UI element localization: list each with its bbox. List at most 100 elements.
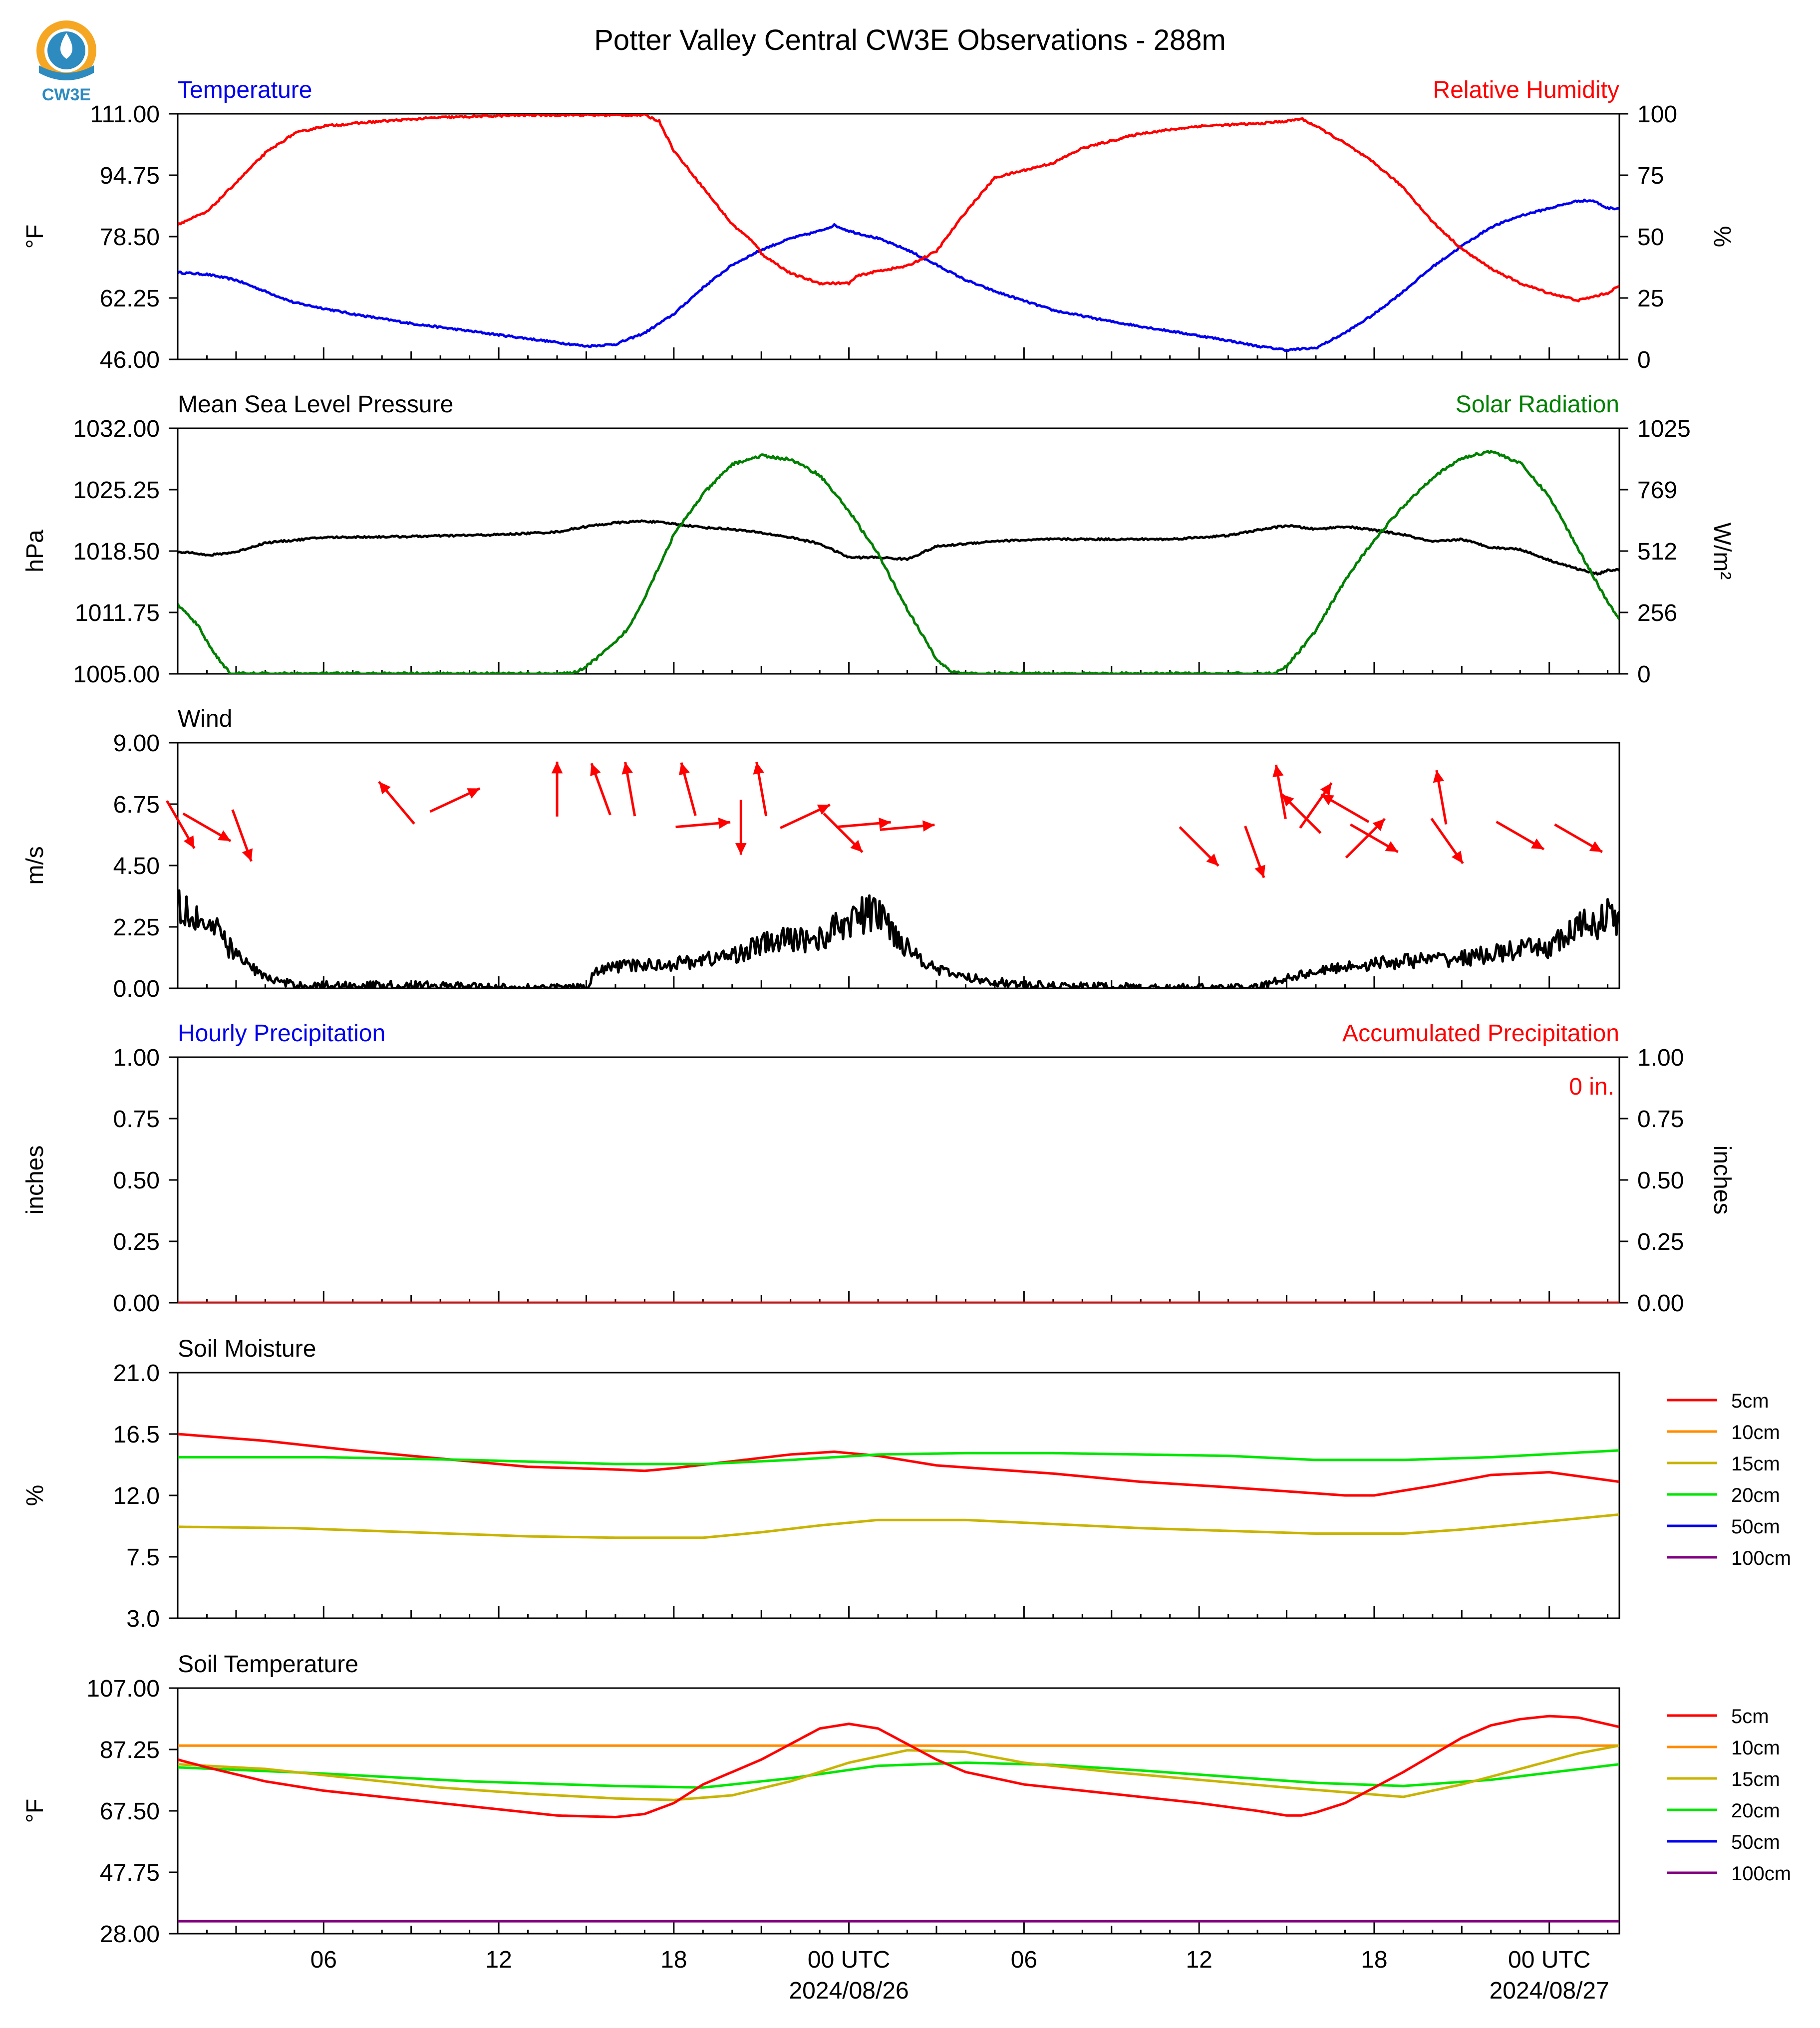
wind-arrow-head: [879, 817, 891, 829]
y2-tick-label: 0: [1637, 661, 1651, 688]
y-tick-label: 2.25: [113, 914, 160, 941]
y-axis-label: inches: [22, 1146, 48, 1215]
y-axis-label: °F: [22, 1799, 48, 1823]
x-tick-label: 18: [660, 1947, 687, 1973]
legend-label: 15cm: [1731, 1768, 1780, 1790]
series-line: [178, 1449, 1619, 1465]
wind-arrow-head: [817, 805, 830, 815]
y-axis-label: %: [22, 1485, 48, 1506]
y2-tick-label: 0.50: [1637, 1167, 1684, 1194]
y2-tick-label: 0.75: [1637, 1106, 1684, 1133]
wind-arrow-head: [753, 762, 764, 775]
y2-tick-label: 512: [1637, 539, 1677, 565]
y-tick-label: 28.00: [100, 1921, 160, 1948]
wind-arrow-head: [1433, 770, 1445, 783]
y-tick-label: 1032.00: [73, 416, 160, 442]
y2-tick-label: 75: [1637, 163, 1664, 189]
legend-label: 20cm: [1731, 1484, 1780, 1506]
wind-arrow-head: [218, 830, 231, 841]
y2-tick-label: 0.25: [1637, 1229, 1684, 1255]
y2-tick-label: 1.00: [1637, 1045, 1684, 1071]
y-tick-label: 4.50: [113, 853, 160, 879]
legend-label: 50cm: [1731, 1831, 1780, 1853]
y2-tick-label: 256: [1637, 600, 1677, 626]
y-tick-label: 78.50: [100, 224, 160, 251]
legend-label: 5cm: [1731, 1390, 1769, 1412]
y-tick-label: 0.25: [113, 1229, 160, 1255]
series-line: [178, 519, 1619, 576]
wind-arrow-head: [1451, 851, 1463, 864]
series-line: [178, 198, 1619, 352]
legend-label: 10cm: [1731, 1422, 1780, 1444]
y-tick-label: 107.00: [86, 1676, 160, 1702]
wind-arrow-head: [1372, 819, 1385, 831]
y-tick-label: 3.0: [126, 1606, 160, 1632]
plot-frame: [177, 1372, 1620, 1619]
cw3e-logo: CW3E: [29, 18, 104, 104]
y-tick-label: 94.75: [100, 163, 160, 189]
wind-arrow-head: [1385, 841, 1398, 852]
legend-label: 20cm: [1731, 1800, 1780, 1822]
y-tick-label: 1011.75: [75, 600, 160, 626]
chart-title: Potter Valley Central CW3E Observations …: [594, 24, 1226, 56]
wind-arrow-head: [242, 848, 253, 862]
panel-left-title: Hourly Precipitation: [178, 1020, 385, 1047]
series-line: [178, 1715, 1619, 1818]
panel-4: 0.00 0.25 0.50 0.75 1.00 0.00 0.25 0.50 0.75 1.00…: [22, 1020, 1735, 1317]
panel-left-title: Mean Sea Level Pressure: [178, 391, 453, 418]
y-tick-label: 0.00: [113, 1290, 160, 1317]
x-tick-label: 12: [485, 1947, 512, 1973]
wind-arrow-head: [922, 820, 935, 832]
wind-arrow-head: [1321, 794, 1334, 806]
panel-annotation: 0 in.: [1569, 1074, 1614, 1100]
wind-arrow-head: [1589, 841, 1602, 852]
panel-left-title: Soil Moisture: [178, 1336, 316, 1362]
wind-arrow-head: [1530, 838, 1544, 850]
plot-frame: [177, 1056, 1620, 1304]
legend: 5cm 10cm 15cm 20cm 50cm 100cm: [1667, 1390, 1791, 1569]
plot-frame: [177, 113, 1620, 360]
x-date-label: 2024/08/26: [789, 1978, 909, 2004]
y-tick-label: 6.75: [113, 792, 160, 818]
x-tick-label: 06: [310, 1947, 337, 1973]
y2-tick-label: 0: [1637, 347, 1651, 373]
plot-frame: [177, 427, 1620, 675]
x-tick-label: 00 UTC: [1508, 1947, 1590, 1973]
wind-arrow-head: [1254, 865, 1265, 878]
legend-label: 100cm: [1731, 1863, 1791, 1885]
y-tick-label: 62.25: [100, 286, 160, 312]
y-tick-label: 0.50: [113, 1167, 160, 1194]
panel-left-title: Temperature: [178, 77, 312, 103]
y-tick-label: 1018.50: [73, 539, 160, 565]
wind-arrow-head: [379, 782, 391, 795]
panel-right-title: Accumulated Precipitation: [1342, 1020, 1619, 1047]
x-tick-label: 12: [1186, 1947, 1212, 1973]
x-tick-label: 00 UTC: [808, 1947, 890, 1973]
series-line: [178, 1433, 1619, 1497]
series-line: [178, 450, 1619, 674]
y2-tick-label: 1025: [1637, 416, 1691, 442]
panel-2: 1005.00 1011.75 1018.50 1025.25 1032.00 0 256 5…: [22, 391, 1735, 688]
y2-tick-label: 100: [1637, 101, 1677, 128]
y2-tick-label: 50: [1637, 224, 1664, 251]
wind-arrow-head: [735, 843, 747, 855]
series-line: [178, 1513, 1619, 1539]
plot-frame: [177, 1687, 1620, 1935]
y-tick-label: 16.5: [113, 1422, 160, 1448]
y-tick-label: 46.00: [100, 347, 160, 373]
y2-tick-label: 0.00: [1637, 1290, 1684, 1317]
y-tick-label: 21.0: [113, 1360, 160, 1387]
wind-arrow-head: [183, 835, 195, 849]
y-tick-label: 111.00: [90, 101, 160, 128]
panel-3: 0.00 2.25 4.50 6.75 9.00 m/s Wind: [22, 706, 1620, 1002]
panel-right-title: Solar Radiation: [1456, 391, 1619, 418]
y2-tick-label: 769: [1637, 477, 1677, 504]
wind-arrow-head: [1206, 854, 1219, 866]
y-tick-label: 9.00: [113, 730, 160, 757]
panels: 46.00 62.25 78.50 94.75 111.00 0 25 50 75 100 °F % T…: [22, 77, 1791, 2004]
y-tick-label: 1.00: [113, 1045, 160, 1071]
legend-label: 15cm: [1731, 1453, 1780, 1475]
wind-arrow-head: [850, 840, 863, 853]
y-tick-label: 1005.00: [73, 661, 160, 688]
